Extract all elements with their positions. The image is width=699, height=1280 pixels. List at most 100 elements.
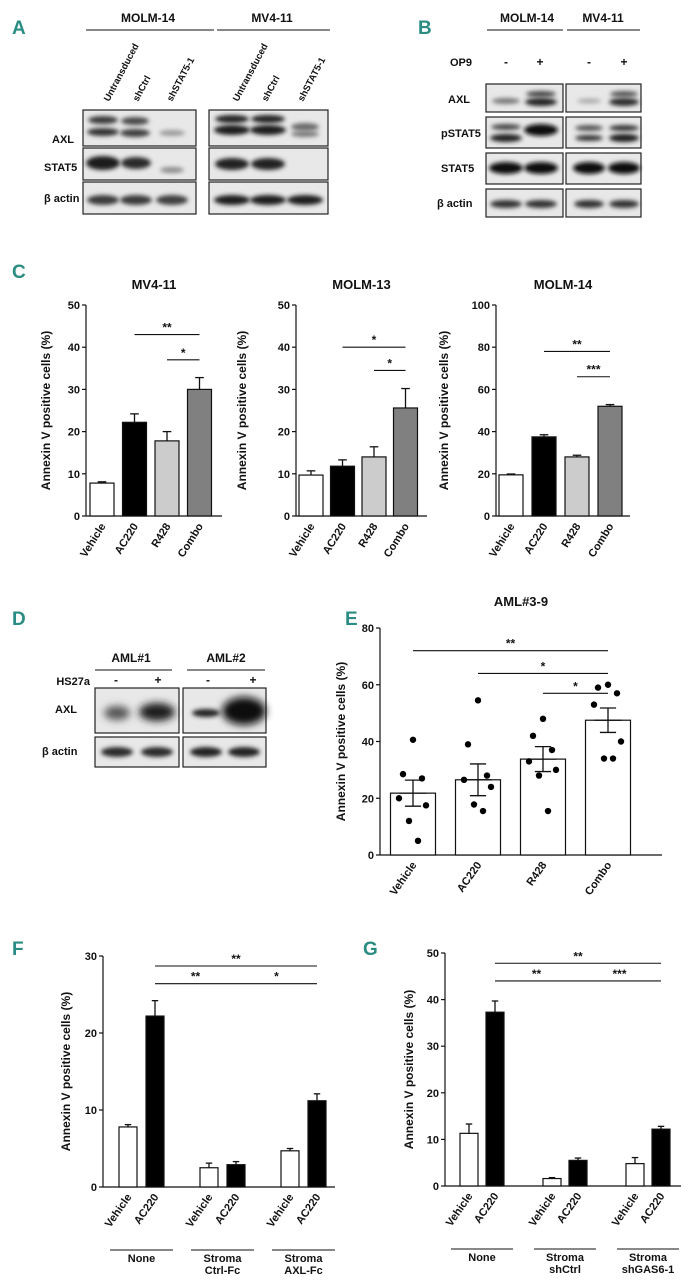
category-label: AC220 bbox=[522, 521, 550, 556]
chart-mv4-11: MV4-11 0 10 20 30 40 50 Annexin V positive cell… bbox=[39, 277, 222, 560]
category-label: AC220 bbox=[294, 1192, 323, 1227]
significance-label: * bbox=[541, 659, 546, 673]
group-label: Stroma bbox=[546, 1252, 585, 1264]
y-tick-label: 40 bbox=[68, 342, 80, 354]
category-label: AC220 bbox=[132, 1192, 161, 1227]
bar-r428 bbox=[361, 456, 387, 517]
treatment-sign: + bbox=[620, 55, 627, 69]
y-axis-label: Annexin V positive cells (%) bbox=[39, 331, 53, 490]
y-tick-label: 20 bbox=[68, 427, 80, 439]
bar-ac220 bbox=[651, 1128, 671, 1187]
category-label: Combo bbox=[176, 521, 206, 560]
y-tick-label: 30 bbox=[278, 384, 290, 396]
blot-box bbox=[565, 83, 642, 113]
group-label: Stroma bbox=[204, 1253, 243, 1265]
y-tick-label: 80 bbox=[362, 623, 374, 635]
chart-title: MOLM-13 bbox=[332, 277, 391, 292]
blot-box bbox=[82, 109, 197, 147]
category-label: Combo bbox=[586, 521, 616, 560]
row-label: β actin bbox=[437, 198, 473, 210]
data-point bbox=[418, 775, 426, 782]
lane-label: shSTAT5-1 bbox=[296, 55, 329, 103]
y-tick-label: 30 bbox=[68, 384, 80, 396]
category-label: Vehicle bbox=[103, 1192, 135, 1230]
significance-label: * bbox=[387, 356, 392, 370]
bar-r428 bbox=[519, 758, 567, 856]
data-point bbox=[464, 741, 472, 748]
panel-letter-f: F bbox=[12, 939, 24, 960]
blot-box bbox=[565, 116, 642, 149]
bar-combo bbox=[392, 407, 419, 517]
data-point bbox=[409, 736, 417, 743]
chart-title: AML#3-9 bbox=[494, 594, 548, 609]
significance-label: * bbox=[274, 970, 279, 984]
lane-label: shCtrl bbox=[131, 74, 154, 103]
data-point bbox=[529, 732, 537, 740]
bar-ac220 bbox=[145, 1015, 165, 1188]
data-point bbox=[594, 684, 602, 691]
y-tick-label: 0 bbox=[433, 1181, 439, 1193]
lane-label: shCtrl bbox=[260, 74, 283, 103]
bar-r428 bbox=[564, 456, 590, 517]
data-point bbox=[600, 755, 608, 762]
treatment-label: HS27a bbox=[56, 676, 91, 688]
chart-panel-f: 0 10 20 30 Annexin V positive cells (%) Vehic… bbox=[59, 951, 335, 1277]
category-label: AC220 bbox=[555, 1191, 584, 1226]
category-label: Vehicle bbox=[388, 860, 420, 898]
panel-letter-d: D bbox=[12, 609, 26, 630]
data-point bbox=[609, 755, 617, 762]
panel-letter-b: B bbox=[418, 18, 432, 39]
category-label: Vehicle bbox=[487, 521, 517, 560]
bar-vehicle bbox=[498, 474, 524, 517]
treatment-sign: + bbox=[154, 673, 161, 687]
group-label: shCtrl bbox=[549, 1264, 581, 1276]
bar-vehicle bbox=[89, 482, 115, 517]
significance-label: ** bbox=[231, 952, 241, 966]
group-label: AXL-Fc bbox=[284, 1265, 323, 1277]
panel-a-blot: MOLM-14 MV4-11 Untransduced shCtrl shSTA… bbox=[44, 11, 330, 215]
bar-vehicle bbox=[542, 1177, 562, 1187]
significance-label: ** bbox=[572, 337, 582, 351]
row-label: β actin bbox=[42, 746, 78, 758]
category-label: Vehicle bbox=[78, 521, 108, 560]
y-tick-label: 40 bbox=[278, 342, 290, 354]
y-tick-label: 50 bbox=[68, 300, 80, 312]
group-label: shGAS6-1 bbox=[622, 1264, 675, 1276]
row-label: pSTAT5 bbox=[441, 128, 481, 140]
data-point bbox=[539, 715, 547, 722]
blot-box bbox=[485, 83, 564, 113]
category-label: AC220 bbox=[213, 1192, 242, 1227]
bar-vehicle bbox=[298, 474, 324, 517]
group-label: AML#2 bbox=[206, 651, 246, 665]
bar-ac220 bbox=[329, 465, 356, 517]
y-tick-label: 80 bbox=[478, 342, 490, 354]
data-point bbox=[483, 772, 491, 779]
row-label: AXL bbox=[448, 94, 470, 106]
significance-label: *** bbox=[586, 363, 600, 377]
treatment-sign: + bbox=[536, 55, 543, 69]
y-axis-label: Annexin V positive cells (%) bbox=[235, 331, 249, 490]
group-label: MV4-11 bbox=[582, 11, 624, 25]
bar-vehicle bbox=[459, 1132, 479, 1187]
category-label: AC220 bbox=[638, 1191, 667, 1226]
group-label: Stroma bbox=[629, 1252, 668, 1264]
treatment-sign: - bbox=[504, 55, 508, 69]
panel-letter-e: E bbox=[345, 609, 358, 630]
significance-label: ** bbox=[162, 321, 172, 335]
category-label: Combo bbox=[382, 521, 412, 560]
panel-letter-a: A bbox=[12, 18, 26, 39]
category-label: AC220 bbox=[321, 521, 349, 556]
category-label: R428 bbox=[356, 521, 380, 550]
y-tick-label: 50 bbox=[278, 300, 290, 312]
data-point bbox=[613, 690, 621, 697]
category-label: Vehicle bbox=[287, 521, 317, 560]
significance-label: *** bbox=[612, 967, 626, 981]
group-label: MOLM-14 bbox=[500, 11, 554, 25]
y-tick-label: 60 bbox=[362, 680, 374, 692]
y-tick-label: 10 bbox=[278, 469, 290, 481]
group-label: AML#1 bbox=[111, 651, 151, 665]
chart-molm-13: MOLM-13 0 10 20 30 40 50 Annexin V positive cel… bbox=[235, 277, 427, 560]
data-point bbox=[544, 807, 552, 815]
y-tick-label: 20 bbox=[85, 1028, 97, 1040]
y-tick-label: 30 bbox=[427, 1041, 439, 1053]
